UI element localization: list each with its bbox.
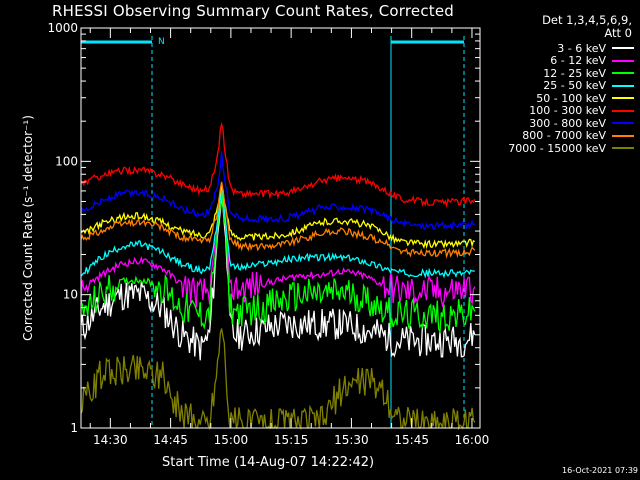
legend-item: 300 - 800 keV [508,117,634,130]
legend-item: 25 - 50 keV [508,79,634,93]
series-line-4 [80,184,476,250]
legend-label: 12 - 25 keV [543,66,606,80]
x-tick-label: 14:45 [153,433,188,447]
y-tick-label: 1 [70,421,78,435]
legend-swatch [612,97,634,100]
legend-label: 300 - 800 keV [529,116,606,130]
legend-header-line: Det 1,3,4,5,6,9, [542,13,632,27]
legend-item: 800 - 7000 keV [508,129,634,143]
legend-swatch [612,147,634,150]
legend-label: 6 - 12 keV [550,54,606,68]
legend-swatch [612,84,634,87]
legend: 3 - 6 keV 6 - 12 keV 12 - 25 keV 25 - 50 ke… [508,42,634,155]
legend-item: 6 - 12 keV [508,54,634,68]
legend-item: 12 - 25 keV [508,67,634,80]
legend-item: 100 - 300 keV [508,104,634,118]
legend-label: 800 - 7000 keV [522,129,606,143]
night-marker-label: N [158,37,165,47]
x-tick-label: 15:00 [214,433,249,447]
legend-swatch [612,122,634,125]
x-axis-label: Start Time (14-Aug-07 14:22:42) [162,455,375,470]
legend-label: 3 - 6 keV [557,41,606,55]
series-line-2 [80,191,476,334]
legend-item: 7000 - 15000 keV [508,142,634,155]
y-tick-label: 1000 [47,21,78,35]
series-line-3 [80,184,475,279]
legend-label: 50 - 100 keV [536,91,606,105]
y-axis-label: Corrected Count Rate (s⁻¹ detector⁻¹) [21,115,35,341]
x-tick-label: 14:30 [93,433,128,447]
series-line-1 [80,187,476,309]
legend-swatch [612,109,634,112]
y-tick-label: 10 [63,288,78,302]
x-tick-label: 15:45 [394,433,429,447]
x-tick-label: 16:00 [455,433,490,447]
timestamp: 16-Oct-2021 07:39 [562,466,638,475]
legend-header-line: Att 0 [604,26,632,40]
y-tick-label: 100 [55,154,78,168]
series-line-8 [80,328,476,431]
legend-header: Det 1,3,4,5,6,9, Att 0 [542,14,632,40]
series-line-0 [80,196,476,361]
series-line-5 [80,122,476,209]
legend-label: 7000 - 15000 keV [508,141,606,155]
legend-swatch [612,59,634,62]
legend-label: 100 - 300 keV [529,104,606,118]
legend-swatch [612,47,634,50]
legend-swatch [612,72,634,75]
legend-item: 50 - 100 keV [508,92,634,105]
legend-label: 25 - 50 keV [543,79,606,93]
x-tick-label: 15:30 [334,433,369,447]
legend-swatch [612,134,634,137]
series-line-7 [80,181,476,259]
x-tick-label: 15:15 [274,433,309,447]
legend-item: 3 - 6 keV [508,42,634,55]
chart-title: RHESSI Observing Summary Count Rates, Co… [52,2,455,20]
plot-frame [80,27,481,429]
series-line-6 [80,151,476,231]
